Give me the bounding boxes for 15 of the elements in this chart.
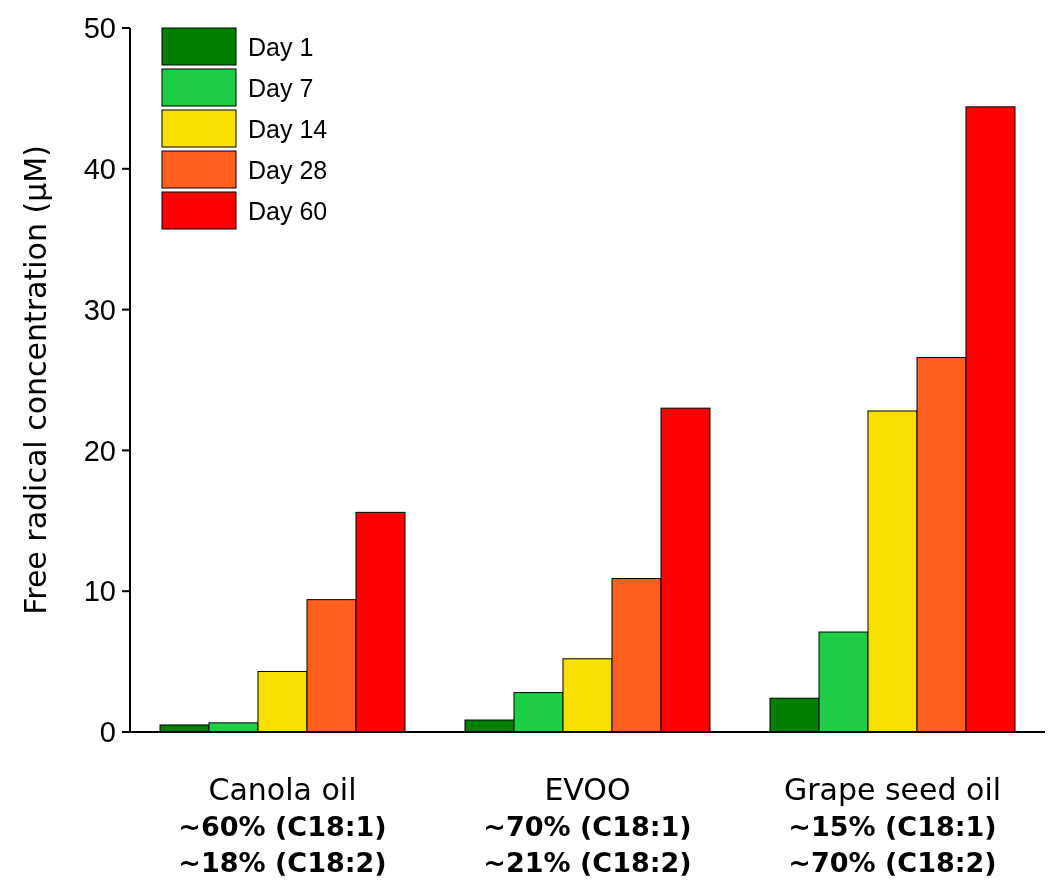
y-tick-label: 30 — [83, 293, 116, 326]
legend-label: Day 28 — [248, 155, 328, 184]
x-tick-label: Canola oil ~60% (C18:1) ~18% (C18:2) — [178, 772, 387, 878]
x-tick-label: EVOO ~70% (C18:1) ~21% (C18:2) — [483, 772, 692, 878]
legend-label: Day 7 — [248, 73, 314, 102]
y-tick-label: 20 — [83, 434, 116, 467]
y-tick-label: 50 — [83, 12, 116, 45]
x-tick-label: Grape seed oil ~15% (C18:1) ~70% (C18:2) — [783, 772, 1002, 878]
y-tick-label: 10 — [83, 575, 116, 608]
legend-label: Day 14 — [248, 114, 328, 143]
legend-label: Day 60 — [248, 196, 328, 225]
y-tick-label: 0 — [99, 716, 116, 749]
y-tick-label: 40 — [83, 152, 116, 185]
legend-label: Day 1 — [248, 32, 314, 61]
y-axis-title: Free radical concentration (μM) — [18, 145, 53, 615]
